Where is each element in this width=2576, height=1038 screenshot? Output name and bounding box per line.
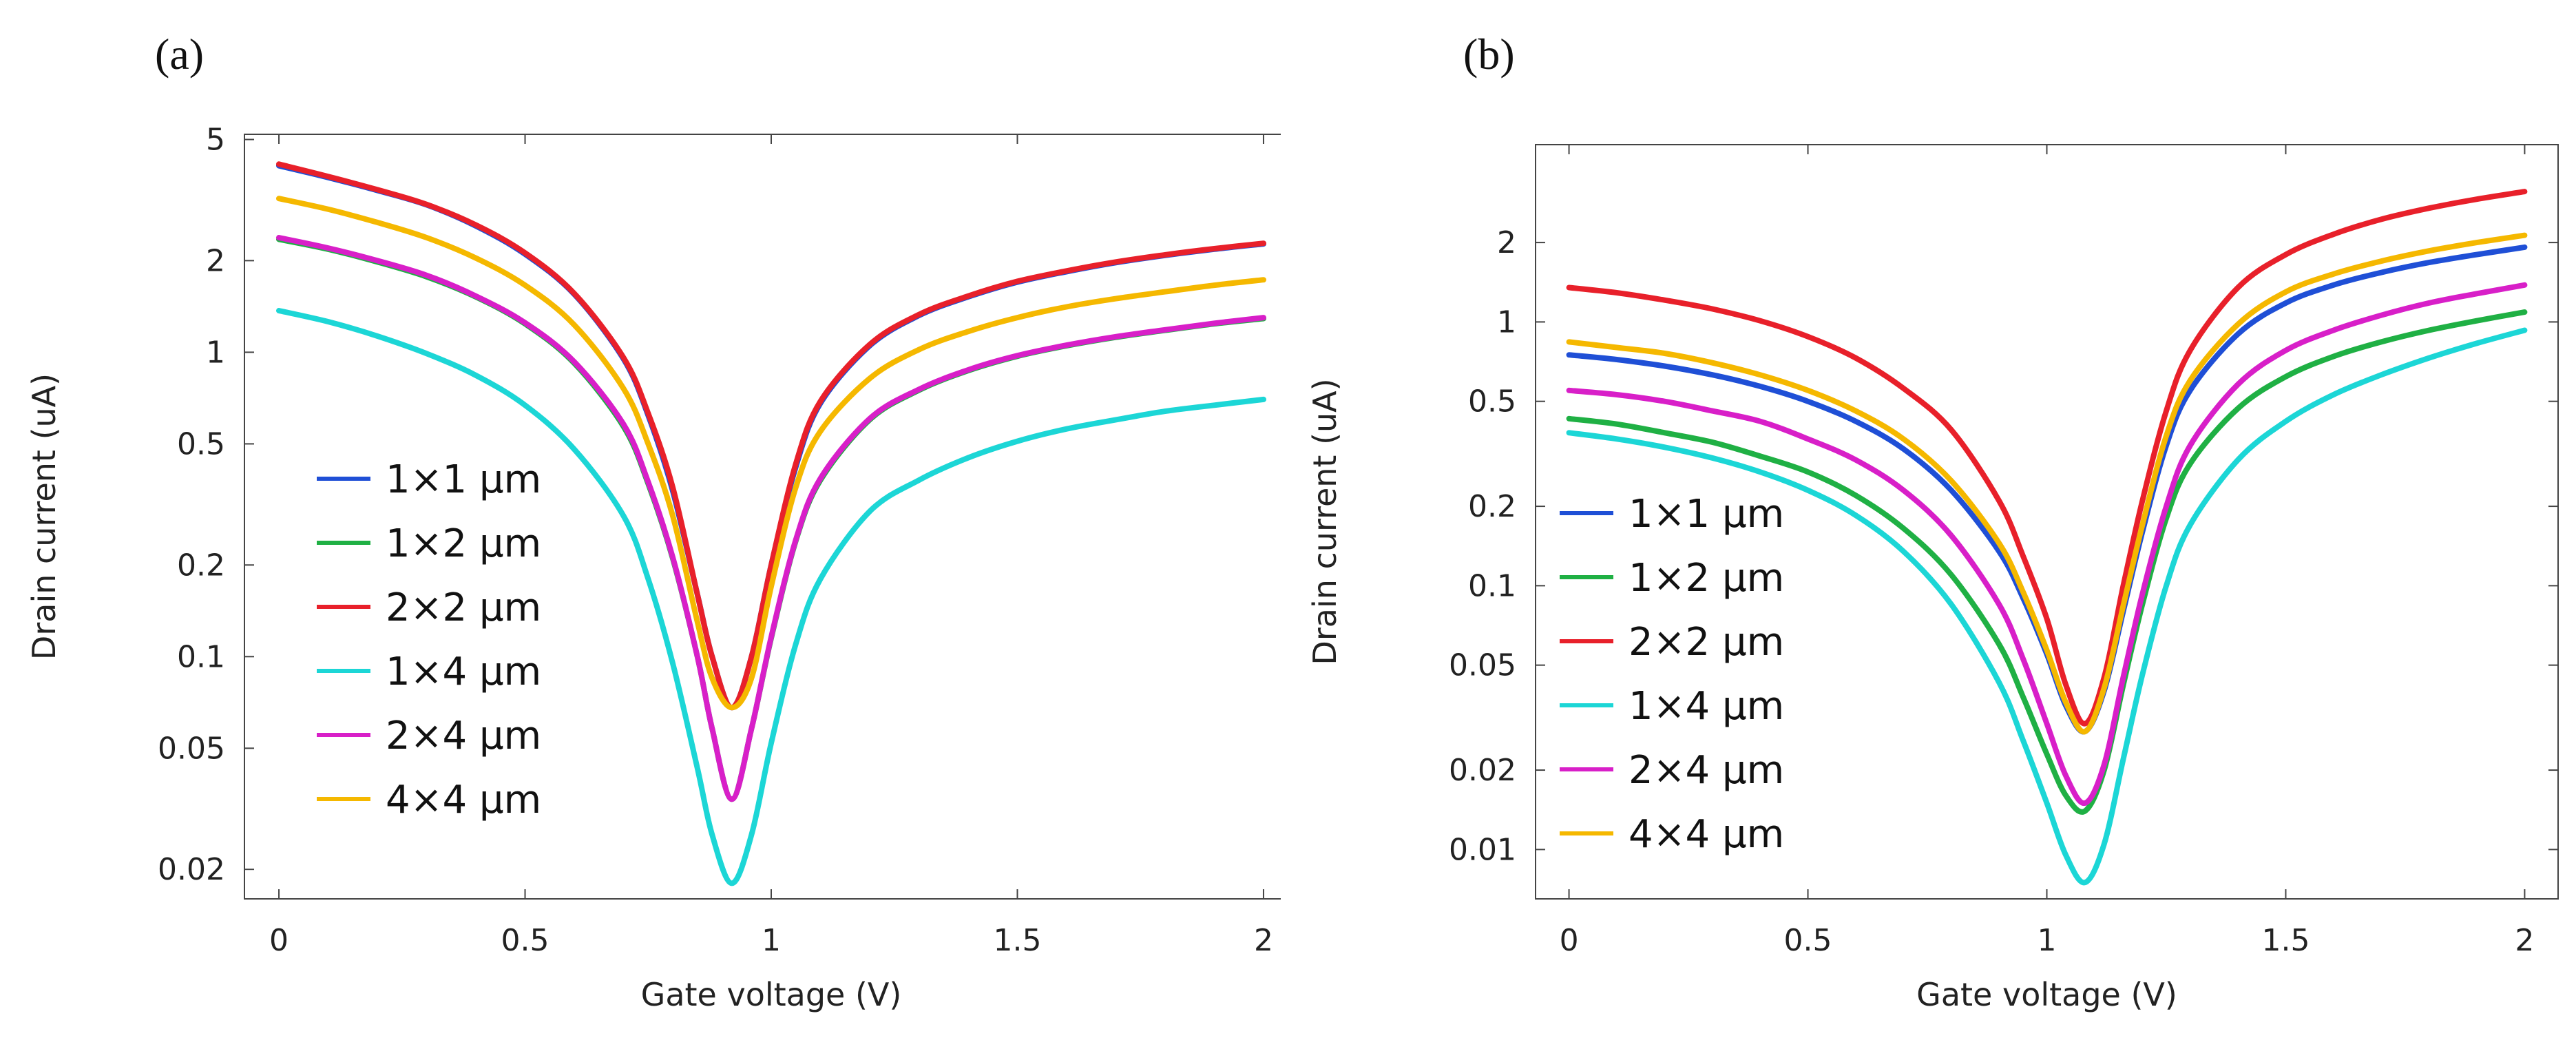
chart-b-y-tick-label: 0.01 (1449, 832, 1516, 867)
chart-a-x-tick-label: 2 (1254, 923, 1273, 958)
chart-b-y-tick-label: 0.1 (1468, 568, 1516, 603)
chart-a-y-tick-label: 0.02 (158, 852, 225, 887)
chart-a-legend-label-6: 4×4 μm (386, 778, 541, 822)
chart-a-y-axis-title: Drain current (uA) (25, 373, 63, 660)
chart-a-legend-label-5: 2×4 μm (386, 714, 541, 758)
chart-a-y-tick-label: 0.1 (177, 639, 225, 674)
chart-b-legend-label-3: 2×2 μm (1629, 620, 1784, 665)
chart-a-y-tick-label: 0.05 (158, 731, 225, 766)
chart-a-svg: (a) 0 0.5 1 1.5 2 0.02 0.05 0.1 0.2 0.5 1 2 5 Gate vol… (25, 30, 1281, 1013)
chart-b-y-tick-label: 0.05 (1449, 648, 1516, 683)
chart-b-x-tick-label: 0.5 (1784, 923, 1832, 958)
chart-b-x-tick-label: 1 (2038, 923, 2057, 958)
chart-a-series-line-6 (276, 196, 1266, 711)
chart-a-legend: 1×1 μm 1×2 μm 2×2 μm 1×4 μm 2×4 μm 4×4 μm (317, 457, 541, 822)
chart-a-x-tick-label: 1 (762, 923, 781, 958)
chart-b-y-tick-label: 0.02 (1449, 753, 1516, 788)
chart-a-panel-label: (a) (155, 30, 204, 79)
chart-a-x-axis-title: Gate voltage (V) (641, 976, 902, 1013)
chart-a-y-tick-label: 0.2 (177, 548, 225, 583)
chart-b-legend-label-4: 1×4 μm (1629, 684, 1784, 729)
chart-a-series-line-3 (276, 161, 1266, 711)
chart-b-x-axis-title: Gate voltage (V) (1916, 976, 2177, 1013)
chart-b-y-tick-label: 0.2 (1468, 489, 1516, 524)
chart-a-x-tick-label: 0.5 (501, 923, 549, 958)
chart-panel-b: (b) 0 0.5 1 1.5 2 0.01 0.02 0.05 0.1 0.2 0.5 1 2 Gate … (1288, 0, 2576, 1038)
chart-b-x-tick-label: 1.5 (2261, 923, 2310, 958)
chart-b-legend-label-2: 1×2 μm (1629, 556, 1784, 601)
chart-a-y-tick-label: 0.5 (177, 426, 225, 461)
chart-b-y-tick-label: 2 (1497, 225, 1516, 260)
chart-b-panel-label: (b) (1463, 30, 1515, 79)
chart-b-x-tick-label: 2 (2515, 923, 2534, 958)
chart-a-y-tick-label: 1 (206, 335, 225, 370)
chart-a-x-tick-label: 0 (269, 923, 289, 958)
chart-a-legend-label-3: 2×2 μm (386, 585, 541, 630)
chart-b-series-line-6 (1566, 232, 2528, 735)
chart-b-legend-label-1: 1×1 μm (1629, 492, 1784, 537)
chart-a-series-group (276, 161, 1266, 886)
chart-b-series-line-2 (1566, 309, 2528, 815)
chart-b-y-tick-label: 1 (1497, 304, 1516, 340)
chart-b-legend-label-5: 2×4 μm (1629, 748, 1784, 793)
chart-b-series-group (1566, 189, 2528, 886)
chart-b-svg: (b) 0 0.5 1 1.5 2 0.01 0.02 0.05 0.1 0.2 0.5 1 2 Gate … (1306, 30, 2559, 1013)
chart-b-series-line-4 (1566, 327, 2528, 886)
chart-a-series-line-5 (276, 235, 1266, 802)
chart-a-y-tick-label: 2 (206, 243, 225, 278)
chart-b-legend: 1×1 μm 1×2 μm 2×2 μm 1×4 μm 2×4 μm 4×4 μm (1560, 492, 1784, 857)
chart-panel-a: (a) 0 0.5 1 1.5 2 0.02 0.05 0.1 0.2 0.5 1 2 5 Gate vol… (0, 0, 1281, 1038)
chart-b-y-axis-title: Drain current (uA) (1306, 378, 1343, 665)
chart-a-legend-label-4: 1×4 μm (386, 650, 541, 694)
chart-b-legend-label-6: 4×4 μm (1629, 812, 1784, 857)
chart-a-legend-label-2: 1×2 μm (386, 521, 541, 566)
chart-b-series-line-5 (1566, 282, 2528, 806)
chart-b-series-line-3 (1566, 189, 2528, 727)
chart-a-series-line-4 (276, 308, 1266, 886)
chart-b-x-tick-label: 0 (1560, 923, 1579, 958)
chart-a-x-tick-label: 1.5 (993, 923, 1041, 958)
chart-a-legend-label-1: 1×1 μm (386, 457, 541, 502)
chart-a-y-tick-label: 5 (206, 123, 225, 158)
chart-b-y-tick-label: 0.5 (1468, 384, 1516, 419)
